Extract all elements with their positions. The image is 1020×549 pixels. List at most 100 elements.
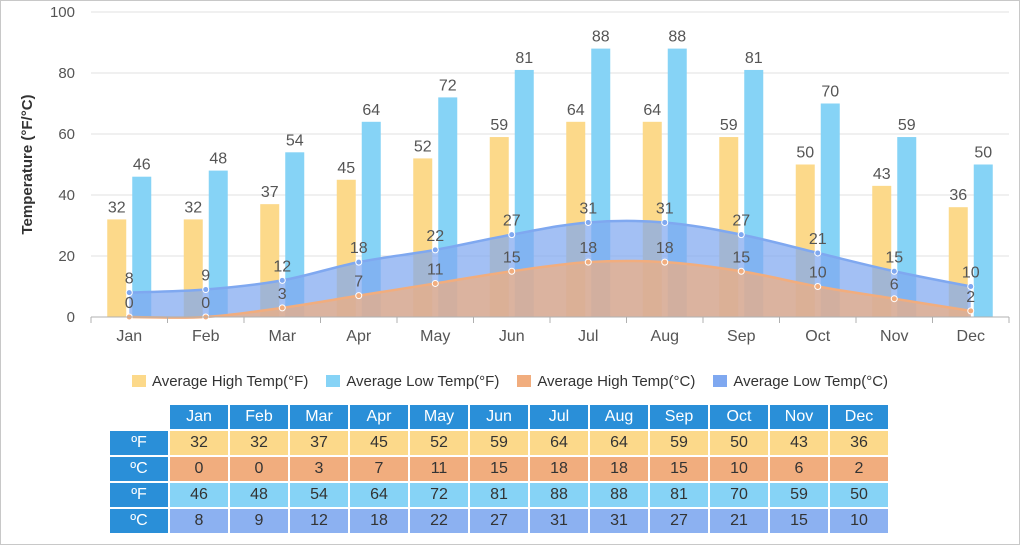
data-label-low-f: 72 — [439, 77, 457, 94]
table-cell: 32 — [170, 431, 228, 455]
x-tick-label: Mar — [268, 328, 296, 345]
legend-item[interactable]: Average Low Temp(°C) — [713, 373, 888, 390]
table-row-high-c: ºC 0 0 3 7 11 15 18 18 15 10 6 2 — [110, 457, 888, 481]
table-cell: 64 — [350, 483, 408, 507]
table-cell: 72 — [410, 483, 468, 507]
data-label-high-c: 3 — [278, 286, 287, 303]
data-label-low-c: 22 — [426, 228, 444, 245]
point-low-c — [967, 283, 975, 290]
x-tick-label: May — [420, 328, 450, 345]
legend-item[interactable]: Average High Temp(°C) — [517, 373, 695, 390]
data-label-low-f: 48 — [209, 151, 227, 168]
data-label-high-c: 6 — [890, 277, 899, 294]
legend-swatch — [326, 375, 341, 387]
data-label-low-f: 81 — [745, 50, 763, 67]
data-label-low-c: 15 — [885, 249, 903, 266]
table-cell: 18 — [590, 457, 648, 481]
legend-swatch — [131, 375, 146, 387]
point-low-c — [202, 286, 210, 294]
data-label-high-c: 11 — [427, 261, 444, 278]
table-cell: 18 — [350, 509, 408, 533]
point-high-c — [584, 258, 592, 266]
table-header-month: Jul — [530, 405, 588, 429]
point-high-c — [355, 292, 363, 300]
table-cell: 50 — [710, 431, 768, 455]
table-header-month: Oct — [710, 405, 768, 429]
legend-label: Average High Temp(°C) — [537, 372, 696, 390]
table-cell: 18 — [530, 457, 588, 481]
x-tick-label: Nov — [880, 328, 908, 345]
table-header-month: Mar — [290, 405, 348, 429]
table-cell: 64 — [530, 431, 588, 455]
data-label-low-c: 27 — [503, 213, 521, 230]
table-cell: 59 — [470, 431, 528, 455]
x-tick-label: Jun — [499, 328, 525, 345]
table-cell: 27 — [470, 509, 528, 533]
data-label-high-c: 10 — [809, 265, 827, 282]
table-cell: 0 — [230, 457, 288, 481]
table-header-month: Sep — [650, 405, 708, 429]
point-high-c — [967, 307, 975, 315]
table-cell: 22 — [410, 509, 468, 533]
data-label-low-c: 12 — [273, 258, 291, 275]
data-label-high-c: 0 — [125, 295, 134, 312]
data-label-high-f: 64 — [567, 102, 585, 119]
table-cell: 10 — [710, 457, 768, 481]
table-row-high-f: ºF 32 32 37 45 52 59 64 64 59 50 43 36 — [110, 431, 888, 455]
table-header-month: May — [410, 405, 468, 429]
data-label-high-c: 18 — [579, 240, 597, 257]
x-tick-label: Jan — [116, 328, 142, 345]
y-tick-label: 100 — [50, 4, 75, 21]
data-label-low-c: 18 — [350, 240, 368, 257]
table-header-month: Jan — [170, 405, 228, 429]
data-label-high-f: 59 — [720, 117, 738, 134]
table-cell: 15 — [470, 457, 528, 481]
y-axis-label: Temperature (°F/°C) — [19, 94, 36, 234]
data-label-high-c: 15 — [732, 249, 750, 266]
data-label-low-c: 27 — [732, 213, 750, 230]
point-low-c — [890, 267, 898, 275]
data-label-high-c: 7 — [354, 274, 363, 291]
table-cell: 88 — [530, 483, 588, 507]
point-low-c — [661, 218, 669, 226]
point-low-c — [814, 249, 822, 257]
legend-item[interactable]: Average Low Temp(°F) — [326, 373, 499, 390]
legend-label: Average Low Temp(°C) — [733, 372, 889, 390]
data-label-high-f: 59 — [490, 117, 508, 134]
data-label-low-f: 64 — [362, 102, 380, 119]
table-cell: 10 — [830, 509, 888, 533]
data-label-low-c: 21 — [809, 231, 827, 248]
table-row-low-c: ºC 8 9 12 18 22 27 31 31 27 21 15 10 — [110, 509, 888, 533]
x-tick-label: Sep — [727, 328, 756, 345]
data-label-low-f: 88 — [592, 29, 610, 46]
table-cell: 59 — [770, 483, 828, 507]
row-label-high-f: ºF — [110, 431, 168, 455]
data-label-high-c: 0 — [201, 295, 210, 312]
point-low-c — [355, 258, 363, 266]
data-label-high-f: 36 — [949, 187, 967, 204]
data-label-low-c: 10 — [962, 265, 980, 282]
table-header-month: Nov — [770, 405, 828, 429]
legend: Average High Temp(°F) Average Low Temp(°F… — [1, 369, 1019, 393]
data-label-high-f: 32 — [184, 199, 202, 216]
legend-label: Average Low Temp(°F) — [346, 372, 500, 390]
point-high-c — [431, 279, 439, 287]
table-cell: 31 — [530, 509, 588, 533]
x-tick-label: Feb — [192, 328, 220, 345]
data-label-high-c: 18 — [656, 240, 674, 257]
table-cell: 59 — [650, 431, 708, 455]
legend-item[interactable]: Average High Temp(°F) — [131, 373, 308, 390]
table-cell: 11 — [410, 457, 468, 481]
data-label-high-c: 15 — [503, 249, 521, 266]
point-high-c — [890, 295, 898, 303]
table-header-month: Apr — [350, 405, 408, 429]
point-low-c — [125, 289, 133, 297]
line-low-c — [129, 219, 971, 294]
table-cell: 31 — [590, 509, 648, 533]
table-cell: 50 — [830, 483, 888, 507]
point-high-c — [661, 258, 669, 266]
point-high-c — [508, 267, 516, 275]
point-low-c — [278, 276, 286, 284]
bar-high-f — [107, 219, 127, 317]
